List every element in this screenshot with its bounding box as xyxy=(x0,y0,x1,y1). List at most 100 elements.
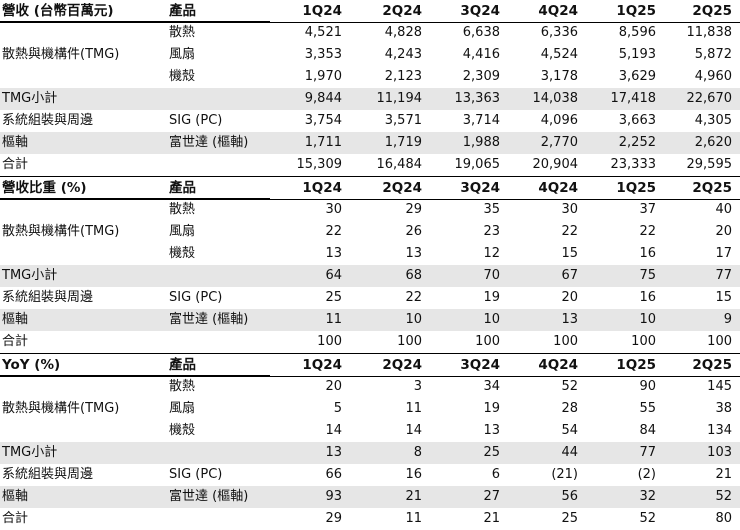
table-row: 散熱 20 3 34 52 90 145 xyxy=(0,376,740,398)
category-label: TMG小計 xyxy=(2,445,58,460)
value-cell: 10 xyxy=(639,312,656,327)
value-cell: 5 xyxy=(333,401,342,416)
value-cell: 6,638 xyxy=(462,25,500,40)
period-header: 3Q24 xyxy=(430,354,508,377)
table-row: 散熱 4,521 4,828 6,638 6,336 8,596 11,838 xyxy=(0,22,740,44)
value-cell: 103 xyxy=(707,445,732,460)
value-cell: 66 xyxy=(325,467,342,482)
value-cell: 16,484 xyxy=(376,157,423,172)
product-label xyxy=(166,442,270,464)
value-cell: 75 xyxy=(639,268,656,283)
value-cell: 55 xyxy=(639,401,656,416)
value-cell: 3,571 xyxy=(384,113,422,128)
table-section: 營收比重 (%) 產品 1Q24 2Q24 3Q24 4Q24 1Q25 2Q25 散熱 30 29… xyxy=(0,177,740,354)
value-cell: 30 xyxy=(325,202,342,217)
value-cell: 13 xyxy=(405,246,422,261)
value-cell: 134 xyxy=(707,423,732,438)
table-row: 散熱與機構件(TMG) 風扇 3,353 4,243 4,416 4,524 5,193 5,… xyxy=(0,44,740,66)
table-row: 系統組裝與周邊 SIG (PC) 66 16 6 (21) (2) 21 xyxy=(0,464,740,486)
value-cell: 22,670 xyxy=(686,91,733,106)
category-label xyxy=(0,420,166,442)
value-cell: 3 xyxy=(413,379,422,394)
value-cell: 13,363 xyxy=(454,91,501,106)
table-row: 樞軸 富世達 (樞軸) 1,711 1,719 1,988 2,770 2,252 2,620 xyxy=(0,132,740,154)
value-cell: 11,194 xyxy=(376,91,423,106)
period-header: 1Q25 xyxy=(586,354,664,377)
value-cell: 4,096 xyxy=(540,113,578,128)
value-cell: 1,970 xyxy=(304,69,342,84)
value-cell: 21 xyxy=(483,511,500,526)
table-section: YoY (%) 產品 1Q24 2Q24 3Q24 4Q24 1Q25 2Q25 散熱 20 3 34… xyxy=(0,354,740,530)
value-cell: 14 xyxy=(325,423,342,438)
product-label: 富世達 (樞軸) xyxy=(169,489,249,504)
value-cell: 4,305 xyxy=(694,113,732,128)
category-label: 合計 xyxy=(2,511,29,526)
product-label: 機殼 xyxy=(169,423,196,438)
value-cell: 11 xyxy=(405,401,422,416)
product-label: 機殼 xyxy=(169,246,196,261)
product-label xyxy=(166,154,270,176)
category-label: 樞軸 xyxy=(2,135,29,150)
value-cell: 16 xyxy=(405,467,422,482)
value-cell: 19,065 xyxy=(454,157,501,172)
value-cell: 3,178 xyxy=(540,69,578,84)
value-cell: 29 xyxy=(325,511,342,526)
value-cell: 100 xyxy=(707,334,732,349)
product-label xyxy=(166,508,270,530)
value-cell: 2,123 xyxy=(384,69,422,84)
value-cell: 32 xyxy=(639,489,656,504)
value-cell: 77 xyxy=(715,268,732,283)
value-cell: 40 xyxy=(715,202,732,217)
value-cell: 64 xyxy=(325,268,342,283)
value-cell: 2,770 xyxy=(540,135,578,150)
value-cell: 25 xyxy=(561,511,578,526)
product-label: 富世達 (樞軸) xyxy=(169,312,249,327)
value-cell: 5,193 xyxy=(618,47,656,62)
value-cell: 11 xyxy=(405,511,422,526)
value-cell: 80 xyxy=(715,511,732,526)
value-cell: 6 xyxy=(491,467,500,482)
table-row: TMG小計 64 68 70 67 75 77 xyxy=(0,265,740,287)
product-column-header: 產品 xyxy=(166,0,270,23)
value-cell: 15 xyxy=(561,246,578,261)
value-cell: 26 xyxy=(405,224,422,239)
value-cell: 145 xyxy=(707,379,732,394)
value-cell: 21 xyxy=(715,467,732,482)
table-row: 散熱 30 29 35 30 37 40 xyxy=(0,199,740,221)
value-cell: 100 xyxy=(631,334,656,349)
period-header: 1Q24 xyxy=(270,177,350,200)
value-cell: 2,620 xyxy=(694,135,732,150)
product-label: 風扇 xyxy=(169,224,196,239)
value-cell: 13 xyxy=(483,423,500,438)
value-cell: 4,521 xyxy=(304,25,342,40)
value-cell: 77 xyxy=(639,445,656,460)
table-row: 散熱與機構件(TMG) 風扇 22 26 23 22 22 20 xyxy=(0,221,740,243)
category-label: 合計 xyxy=(2,334,29,349)
value-cell: 15,309 xyxy=(296,157,343,172)
value-cell: 17 xyxy=(715,246,732,261)
value-cell: 11 xyxy=(325,312,342,327)
category-label: 樞軸 xyxy=(2,489,29,504)
value-cell: 68 xyxy=(405,268,422,283)
value-cell: 4,828 xyxy=(384,25,422,40)
value-cell: 20 xyxy=(715,224,732,239)
product-label: 富世達 (樞軸) xyxy=(169,135,249,150)
value-cell: 13 xyxy=(561,312,578,327)
value-cell: 37 xyxy=(639,202,656,217)
table-row: TMG小計 9,844 11,194 13,363 14,038 17,418 22,670 xyxy=(0,88,740,110)
category-label xyxy=(0,199,166,221)
value-cell: 1,988 xyxy=(462,135,500,150)
section-title: YoY (%) xyxy=(0,354,166,377)
value-cell: 27 xyxy=(483,489,500,504)
value-cell: 56 xyxy=(561,489,578,504)
value-cell: 8 xyxy=(413,445,422,460)
value-cell: 14 xyxy=(405,423,422,438)
value-cell: 12 xyxy=(483,246,500,261)
value-cell: 15 xyxy=(715,290,732,305)
value-cell: 3,353 xyxy=(304,47,342,62)
value-cell: 25 xyxy=(483,445,500,460)
value-cell: 20 xyxy=(561,290,578,305)
value-cell: 100 xyxy=(397,334,422,349)
product-column-header: 產品 xyxy=(166,177,270,200)
category-label: 散熱與機構件(TMG) xyxy=(2,401,120,416)
